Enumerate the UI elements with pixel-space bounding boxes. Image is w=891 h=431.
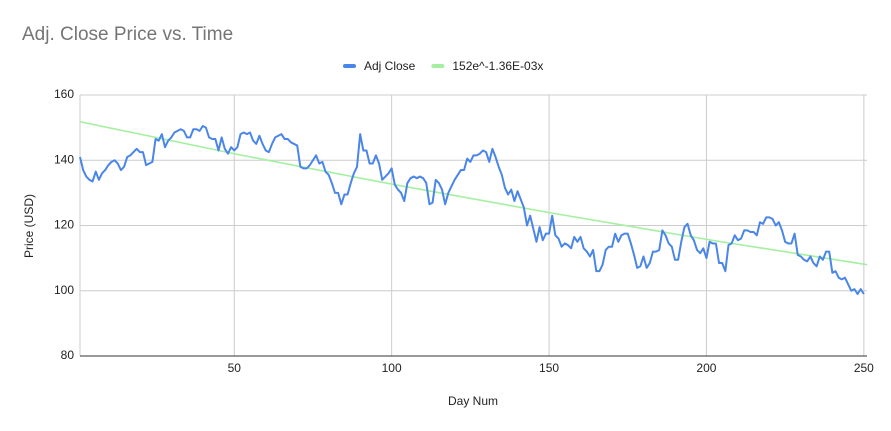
series-line xyxy=(79,124,865,296)
legend-label: Adj Close xyxy=(364,59,416,73)
y-tick-label: 140 xyxy=(54,152,74,166)
y-tick-label: 80 xyxy=(61,348,75,362)
y-axis-title: Price (USD) xyxy=(22,194,36,258)
x-tick-label: 250 xyxy=(854,361,874,375)
chart-title: Adj. Close Price vs. Time xyxy=(22,24,233,45)
x-tick-label: 150 xyxy=(539,361,559,375)
x-tick-label: 200 xyxy=(696,361,716,375)
y-tick-label: 120 xyxy=(54,218,74,232)
y-tick-label: 160 xyxy=(54,87,74,101)
x-axis-title: Day Num xyxy=(448,394,498,408)
y-tick-label: 100 xyxy=(54,283,74,297)
legend-label: 152e^-1.36E-03x xyxy=(452,59,543,73)
series-line xyxy=(79,120,868,266)
legend-swatch xyxy=(343,64,356,68)
legend-swatch xyxy=(431,64,445,68)
x-tick-label: 50 xyxy=(228,361,242,375)
x-tick-label: 100 xyxy=(382,361,402,375)
legend: Adj Close 152e^-1.36E-03x xyxy=(343,59,543,73)
